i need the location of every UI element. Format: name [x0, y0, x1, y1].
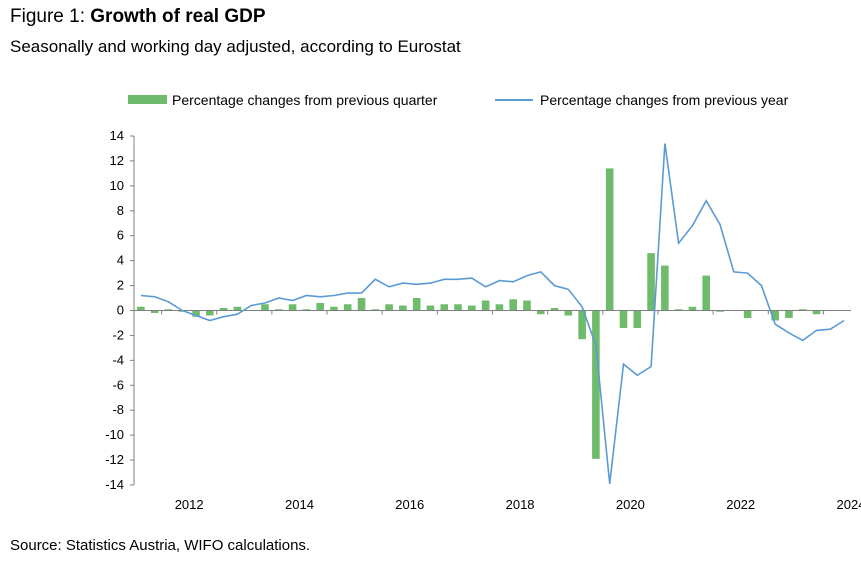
quarter-bar: [468, 305, 476, 311]
quarter-bar: [206, 310, 214, 316]
quarter-bar: [509, 299, 517, 311]
quarter-bar: [150, 310, 159, 313]
y-tick-label: -10: [105, 427, 124, 442]
x-tick-label: 2022: [726, 497, 755, 512]
quarter-bar: [288, 304, 297, 311]
quarter-bar: [495, 304, 504, 311]
quarter-bar: [674, 309, 683, 311]
quarter-bar: [219, 308, 228, 311]
quarter-bar: [550, 308, 559, 311]
quarter-bar: [343, 304, 352, 311]
quarter-bar: [192, 310, 200, 317]
axes: [133, 136, 851, 485]
y-axis: 14 12 10 8 6 4 2 0 -2 -4 -6 -8 -10 -12 -14: [105, 128, 134, 492]
quarter-bar: [330, 306, 338, 311]
quarter-bar: [771, 310, 779, 321]
quarter-bar: [426, 305, 435, 311]
y-tick-label: 8: [117, 203, 124, 218]
quarter-bar: [316, 303, 324, 311]
x-tick-label: 2016: [395, 497, 424, 512]
quarter-bar: [592, 310, 600, 459]
quarter-bar: [302, 309, 311, 311]
figure-label: Figure 1:: [10, 6, 85, 27]
quarter-bar: [357, 298, 366, 311]
x-tick-label: 2024: [837, 497, 861, 512]
x-tick-label: 2018: [506, 497, 535, 512]
y-tick-label: 2: [117, 278, 124, 293]
quarter-bar: [633, 310, 642, 328]
quarter-bar: [716, 310, 724, 312]
x-tick-label: 2020: [616, 497, 645, 512]
quarter-bar: [399, 305, 407, 311]
source-note: Source: Statistics Austria, WIFO calcula…: [10, 537, 311, 554]
quarter-bar: [661, 265, 669, 311]
x-axis: 2012 2014 2016 2018 2020 2022 2024: [175, 497, 861, 512]
quarter-bar: [412, 298, 421, 311]
quarter-bar: [688, 306, 697, 311]
quarter-bar: [523, 300, 531, 311]
y-tick-label: -2: [112, 327, 124, 342]
x-tick-label: 2014: [285, 497, 314, 512]
y-tick-label: -8: [112, 402, 124, 417]
legend-bar-swatch: [128, 95, 167, 104]
y-tick-label: -12: [105, 452, 124, 467]
chart-subtitle: Seasonally and working day adjusted, acc…: [10, 37, 461, 56]
quarter-bar: [647, 253, 655, 311]
legend-quarter-label: Percentage changes from previous quarter: [172, 92, 438, 108]
y-tick-label: 6: [117, 228, 124, 243]
quarter-bar: [371, 309, 380, 311]
x-tick-label: 2012: [175, 497, 204, 512]
quarter-bar: [164, 309, 173, 311]
quarter-bar: [798, 309, 807, 311]
y-tick-label: -4: [112, 352, 124, 367]
quarter-bar: [454, 304, 462, 311]
quarter-bar: [564, 310, 573, 316]
y-tick-label: 12: [110, 153, 124, 168]
legend-year-label: Percentage changes from previous year: [540, 92, 789, 108]
quarterly-bars: [137, 168, 848, 459]
yearly-change-line: [140, 143, 845, 484]
y-tick-label: 14: [110, 128, 124, 143]
quarter-bar: [702, 275, 711, 311]
legend: Percentage changes from previous quarter…: [128, 92, 789, 108]
y-tick-label: 0: [117, 303, 124, 318]
quarter-bar: [440, 304, 449, 311]
quarter-bar: [385, 304, 393, 311]
quarter-bar: [743, 310, 752, 318]
y-tick-label: -14: [105, 477, 124, 492]
chart-title: Figure 1: Growth of real GDP: [10, 6, 266, 28]
y-tick-label: 4: [117, 253, 124, 268]
quarter-bar: [785, 310, 793, 318]
quarter-bar: [261, 304, 269, 311]
figure-title: Growth of real GDP: [90, 6, 266, 27]
quarter-bar: [812, 310, 821, 315]
quarter-bar: [274, 309, 283, 311]
quarter-bar: [137, 306, 145, 311]
quarter-bar: [536, 310, 545, 315]
quarter-bar: [619, 310, 628, 328]
quarter-bar: [605, 168, 614, 311]
quarter-bar: [233, 306, 242, 311]
quarter-bar: [578, 310, 586, 340]
y-tick-label: -6: [112, 377, 124, 392]
y-tick-label: 10: [110, 178, 124, 193]
quarter-bar: [481, 300, 490, 311]
